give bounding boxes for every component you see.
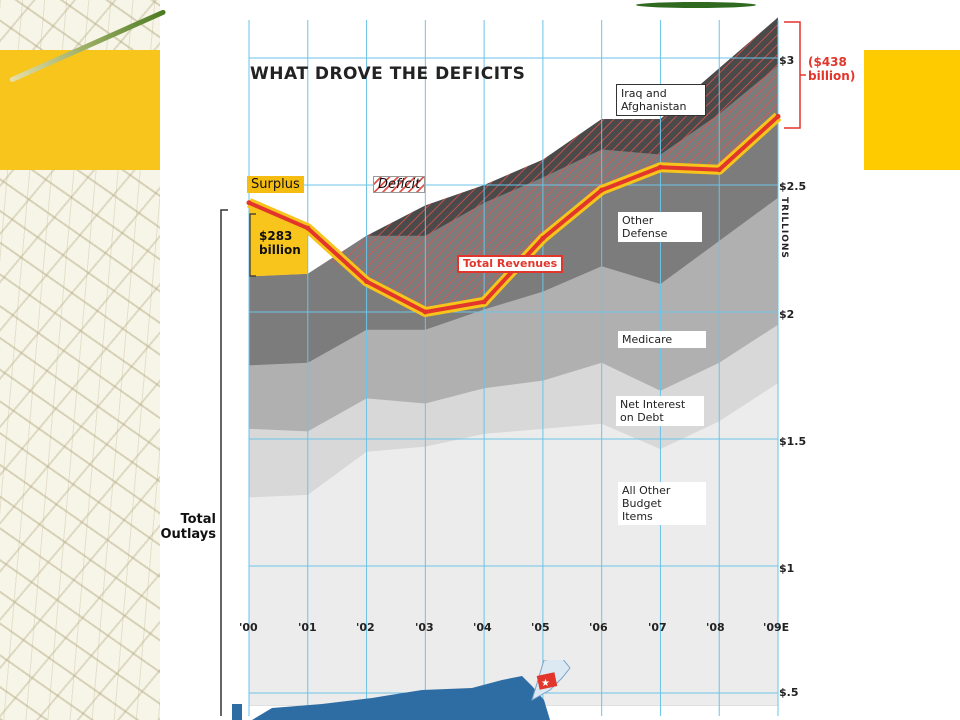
legend-interest-line1: Net Interest [620, 398, 686, 411]
legend-other-line2: Budget [622, 497, 662, 510]
y-tick-label: $2 [779, 308, 795, 321]
revenue-point [599, 187, 605, 193]
revenue-point [775, 113, 781, 119]
revenue-point [657, 164, 663, 170]
x-tick-label: '00 [239, 621, 258, 634]
legend-medicare: Medicare [618, 331, 706, 348]
deficit-amount-line1: ($438 [808, 55, 847, 69]
legend-defense-line1: Other [622, 214, 654, 227]
legend-medicare-line1: Medicare [622, 333, 673, 346]
legend-other-defense: Other Defense [618, 212, 702, 242]
x-tick-label: '03 [415, 621, 434, 634]
surplus-area [249, 202, 308, 277]
x-tick-label: '05 [531, 621, 550, 634]
revenue-point [305, 225, 311, 231]
surplus-amount: $283 billion [259, 229, 319, 257]
revenue-point [422, 309, 428, 315]
deficit-bracket [784, 21, 801, 129]
legend-iraq-line1: Iraq and [621, 87, 667, 100]
y-tick-label: $1 [779, 562, 795, 575]
x-tick-label: '07 [648, 621, 667, 634]
legend-iraq-line2: Afghanistan [621, 100, 687, 113]
deficit-hatch-area [327, 17, 778, 313]
area-all-other-budget-items [249, 383, 778, 706]
x-tick-label: '06 [589, 621, 608, 634]
total-outlays-line1: Total [180, 512, 216, 527]
surplus-bracket [249, 213, 256, 277]
y-tick-label: $3 [779, 54, 795, 67]
x-tick-label: '02 [356, 621, 375, 634]
deficit-amount-line2: billion) [808, 69, 856, 83]
revenue-point [540, 235, 546, 241]
us-map-icon: ★ [232, 660, 571, 720]
y-tick-label: $1.5 [779, 435, 807, 448]
x-tick-label: '01 [298, 621, 317, 634]
y-tick-label: $.5 [779, 686, 799, 699]
leaf-icon [636, 2, 756, 8]
revenue-point [716, 167, 722, 173]
legend-all-other: All Other Budget Items [618, 482, 706, 525]
legend-defense-line2: Defense [622, 227, 668, 240]
svg-text:★: ★ [541, 678, 550, 689]
surplus-tag: Surplus [247, 176, 304, 193]
surplus-amount-line2: billion [259, 243, 301, 257]
legend-iraq-afghanistan: Iraq and Afghanistan [616, 84, 706, 116]
chart-title: WHAT DROVE THE DEFICITS [250, 64, 526, 84]
star-flag-icon [536, 672, 558, 690]
deficit-amount: ($438 billion) [808, 55, 860, 83]
total-outlays-line2: Outlays [160, 527, 216, 542]
legend-interest-line2: on Debt [620, 411, 664, 424]
total-revenues-tag: Total Revenues [457, 255, 564, 273]
x-tick-label: '04 [473, 621, 492, 634]
yellow-accent-right [864, 50, 960, 170]
y-tick-label: $2.5 [779, 180, 807, 193]
revenue-point [246, 200, 252, 206]
total-outlays-label: Total Outlays [158, 512, 216, 542]
x-tick-label: '09E [763, 621, 790, 634]
legend-other-line1: All Other [622, 484, 671, 497]
revenue-point [364, 279, 370, 285]
total-outlays-bracket [220, 209, 228, 716]
legend-net-interest: Net Interest on Debt [616, 396, 704, 426]
y-unit-label: TRILLIONS [779, 197, 789, 259]
legend-other-line3: Items [622, 510, 653, 523]
deficit-tag: Deficit [373, 176, 426, 193]
revenue-point [481, 299, 487, 305]
surplus-amount-line1: $283 [259, 229, 293, 243]
x-tick-label: '08 [706, 621, 725, 634]
